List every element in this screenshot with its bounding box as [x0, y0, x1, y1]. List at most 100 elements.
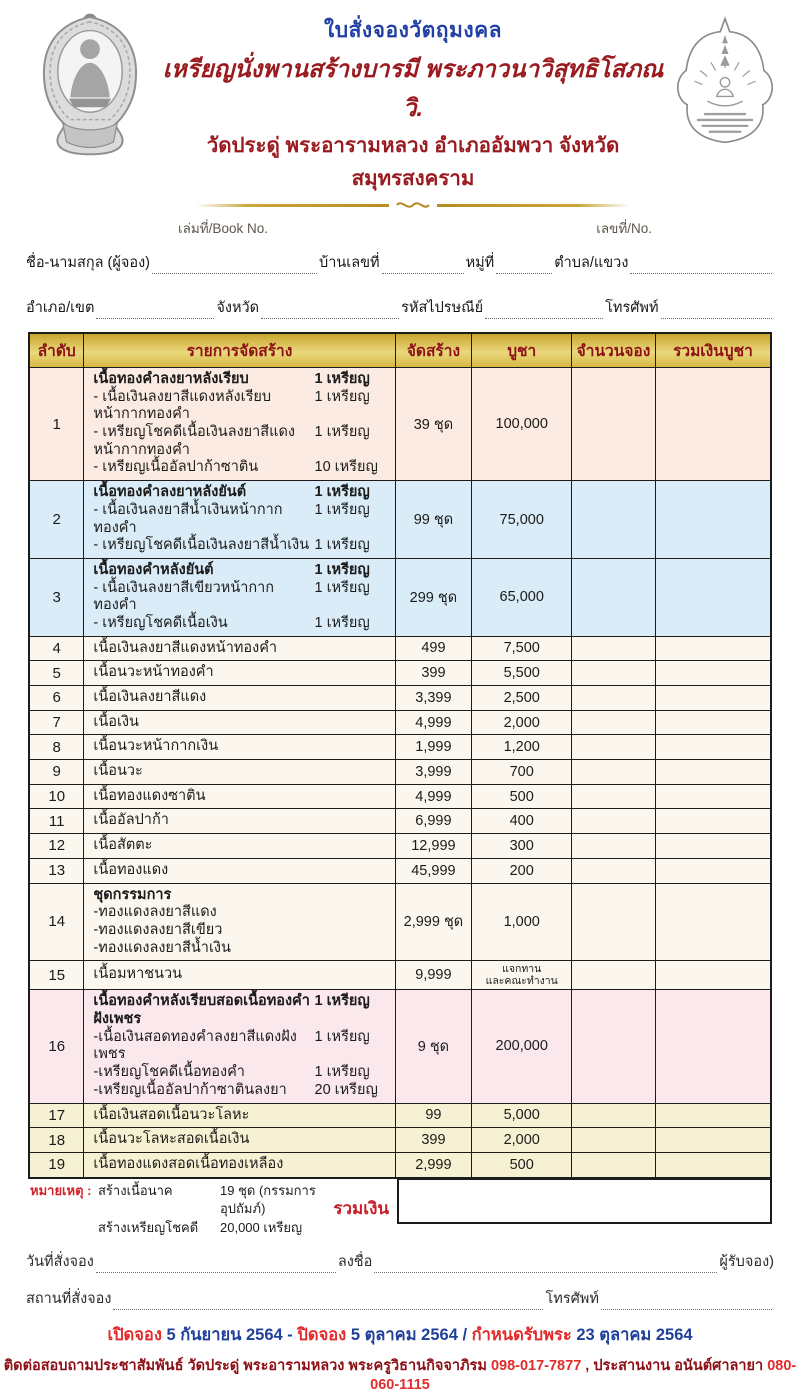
table-row: 1 เนื้อทองคำลงยาหลังเรียบ 1 เหรียญ - เนื้อ… [28, 366, 772, 482]
gold-divider [196, 198, 630, 216]
row-order-qty-blank [571, 960, 656, 991]
row-price: 200 [471, 857, 573, 884]
row-index: 16 [28, 989, 85, 1104]
receiver-label: ผู้รับจอง) [719, 1254, 774, 1271]
row-made-qty: 99 [394, 1102, 473, 1129]
row-made-qty: 399 [394, 1127, 473, 1153]
house-no-fill-line [381, 260, 464, 274]
row-made-qty: 4,999 [394, 783, 473, 810]
row-index: 14 [28, 882, 85, 962]
row-price: 300 [471, 833, 573, 859]
row-total-blank [654, 882, 772, 962]
row-price: 2,000 [471, 1127, 573, 1153]
row-index: 9 [28, 759, 85, 785]
phone-label: โทรศัพท์ [605, 300, 659, 316]
form-title: ใบสั่งจองวัตถุมงคล [324, 19, 502, 42]
row-made-qty: 3,399 [394, 685, 473, 711]
order-place-fill-line [113, 1296, 544, 1311]
row-description: เนื้อทองคำลงยาหลังยันต์ 1 เหรียญ - เนื้อเง… [83, 480, 396, 559]
row-made-qty: 99 ชุด [394, 480, 473, 559]
row-order-qty-blank [571, 857, 656, 884]
row-total-blank [654, 989, 772, 1104]
table-row: 16 เนื้อทองคำหลังเรียบสอดเนื้อทองคำฝังเพ… [28, 989, 772, 1104]
row-description: ชุดกรรมการ -ทองแดงลงยาสีแดง -ทองแดงลงยาสีเ… [83, 882, 396, 962]
contact-name-2: อนันต์ศาลายา [674, 1358, 764, 1375]
note2-value: 20,000 เหรียญ [220, 1220, 303, 1236]
row-order-qty-blank [571, 1102, 656, 1129]
contact-middle: , ประสานงาน [585, 1358, 671, 1375]
close-date: 5 ตุลาคม 2564 [350, 1326, 458, 1345]
col-header-price: บูชา [471, 332, 573, 368]
row-made-qty: 499 [394, 635, 473, 662]
row-description: เนื้อนวะหน้าทองคำ [83, 660, 396, 686]
row-index: 1 [28, 366, 85, 482]
book-number-row: เล่มที่/Book No. เลขที่/No. [160, 212, 666, 239]
row-description: เนื้อสัตตะ [83, 833, 396, 859]
contact-line: ติดต่อสอบถามประชาสัมพันธ์ วัดประดู่ พระอ… [0, 1354, 800, 1393]
row-made-qty: 2,999 ชุด [394, 882, 473, 962]
row-total-blank [654, 857, 772, 884]
notes-block: หมายเหตุ : สร้างเนื้อนาค 19 ชุด (กรรมการ… [28, 1179, 333, 1239]
signature-fill-line [374, 1259, 718, 1274]
row-order-qty-blank [571, 783, 656, 810]
row-order-qty-blank [571, 759, 656, 785]
postal-code-fill-line [485, 305, 604, 319]
schedule-sep1: - [287, 1326, 293, 1345]
row-order-qty-blank [571, 635, 656, 662]
col-header-item: รายการจัดสร้าง [83, 332, 396, 368]
row-price: 1,200 [471, 734, 573, 761]
summary-row: หมายเหตุ : สร้างเนื้อนาค 19 ชุด (กรรมการ… [28, 1177, 772, 1239]
open-label: เปิดจอง [107, 1326, 162, 1345]
order-table: ลำดับ รายการจัดสร้าง จัดสร้าง บูชา จำนวน… [28, 332, 772, 1179]
name-label: ชื่อ-นามสกุล (ผู้จอง) [26, 255, 150, 271]
table-row: 3 เนื้อทองคำหลังยันต์ 1 เหรียญ - เนื้อเงิน… [28, 557, 772, 637]
row-description: เนื้อทองแดงซาติน [83, 783, 396, 810]
table-row: 14 ชุดกรรมการ -ทองแดงลงยาสีแดง -ทองแดงลงยา… [28, 882, 772, 962]
row-description: เนื้ออัลปาก้า [83, 808, 396, 835]
receive-date: 23 ตุลาคม 2564 [576, 1326, 693, 1345]
row-description: เนื้อทองแดงสอดเนื้อทองเหลือง [83, 1151, 396, 1179]
row-order-qty-blank [571, 709, 656, 736]
row-order-qty-blank [571, 833, 656, 859]
row-index: 8 [28, 734, 85, 761]
row-total-blank [654, 1102, 772, 1129]
row-description: เนื้อนวะโลหะสอดเนื้อเงิน [83, 1127, 396, 1153]
row-total-blank [654, 660, 772, 686]
table-row: 6 เนื้อเงินลงยาสีแดง 3,399 2,500 [28, 685, 772, 711]
sign-label: ลงชื่อ [337, 1254, 373, 1271]
coin-title: เหรียญนั่งพานสร้างบารมี พระภาวนาวิสุทธิโ… [162, 56, 664, 122]
table-row: 4 เนื้อเงินลงยาสีแดงหน้าทองคำ 499 7,500 [28, 635, 772, 662]
row-order-qty-blank [571, 808, 656, 835]
total-label: รวมเงิน [333, 1198, 389, 1218]
row-description: เนื้อทองแดง [83, 857, 396, 884]
row-made-qty: 1,999 [394, 734, 473, 761]
row-description: เนื้อเงิน [83, 709, 396, 736]
place-line: สถานที่สั่งจอง โทรศัพท์ [0, 1287, 800, 1311]
row-total-blank [654, 480, 772, 559]
applicant-line-1: ชื่อ-นามสกุล (ผู้จอง) บ้านเลขที่ หมู่ที่… [0, 251, 800, 274]
row-order-qty-blank [571, 480, 656, 559]
temple-title: วัดประดู่ พระอารามหลวง อำเภออัมพวา จังหว… [206, 134, 620, 190]
row-price: 500 [471, 1151, 573, 1179]
row-total-blank [654, 557, 772, 637]
table-row: 13 เนื้อทองแดง 45,999 200 [28, 857, 772, 884]
table-row: 10 เนื้อทองแดงซาติน 4,999 500 [28, 783, 772, 810]
row-total-blank [654, 783, 772, 810]
row-price: 700 [471, 759, 573, 785]
row-price: 65,000 [471, 557, 573, 637]
row-description: เนื้อเงินลงยาสีแดง [83, 685, 396, 711]
table-row: 12 เนื้อสัตตะ 12,999 300 [28, 833, 772, 859]
table-row: 7 เนื้อเงิน 4,999 2,000 [28, 709, 772, 736]
row-made-qty: 9,999 [394, 960, 473, 991]
row-description: เนื้อมหาชนวน [83, 960, 396, 991]
row-made-qty: 399 [394, 660, 473, 686]
row-made-qty: 4,999 [394, 709, 473, 736]
subdistrict-fill-line [630, 260, 772, 274]
row-index: 11 [28, 808, 85, 835]
applicant-line-2: อำเภอ/เขต จังหวัด รหัสไปรษณีย์ โทรศัพท์ [0, 296, 800, 319]
table-row: 18 เนื้อนวะโลหะสอดเนื้อเงิน 399 2,000 [28, 1127, 772, 1153]
row-price: 5,000 [471, 1102, 573, 1129]
close-label: ปิดจอง [297, 1326, 347, 1345]
contact-phone-fill-line [600, 1296, 772, 1311]
row-total-blank [654, 759, 772, 785]
